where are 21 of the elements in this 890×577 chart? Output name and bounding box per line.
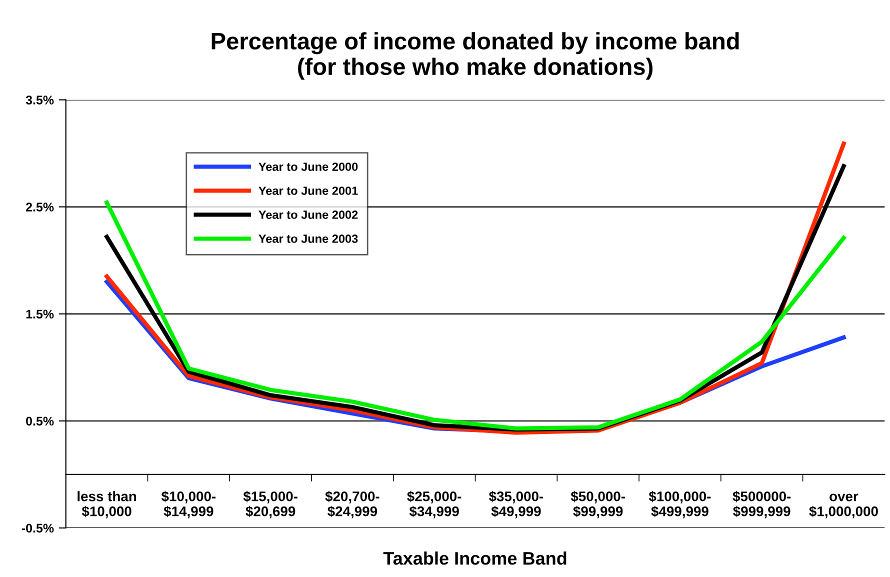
- legend-label: Year to June 2002: [258, 210, 358, 219]
- x-tick-label: $25,000- $34,999: [407, 490, 462, 518]
- x-tick-label: over $1,000,000: [809, 494, 878, 518]
- x-tick-label: $35,000- $49,999: [488, 490, 544, 518]
- x-tick-label: $20,700- $24,999: [325, 490, 380, 518]
- x-tick-label: less than $10,000: [78, 491, 136, 518]
- y-tick-label: 3.5%: [26, 96, 54, 104]
- chart-title: Percentage of income donated by income band (for those who make donations): [212, 32, 739, 80]
- x-tick-label: $15,000- $20,699: [243, 490, 298, 518]
- x-axis-title: Taxable Income Band: [383, 552, 566, 565]
- legend-label: Year to June 2000: [258, 162, 358, 171]
- x-tick-label: $10,000- $14,999: [161, 490, 216, 518]
- x-tick-label: $500000- $999,999: [732, 490, 791, 518]
- x-tick-label: $100,000- $499,999: [648, 490, 711, 518]
- legend-label: Year to June 2003: [258, 234, 358, 243]
- y-tick-label: 0.5%: [26, 416, 54, 426]
- y-tick-label: 2.5%: [26, 202, 54, 212]
- legend-label: Year to June 2001: [258, 186, 358, 195]
- x-tick-label: $50,000- $99,999: [570, 490, 625, 518]
- y-tick-label: -0.5%: [22, 524, 54, 533]
- y-tick-label: 1.5%: [26, 310, 54, 319]
